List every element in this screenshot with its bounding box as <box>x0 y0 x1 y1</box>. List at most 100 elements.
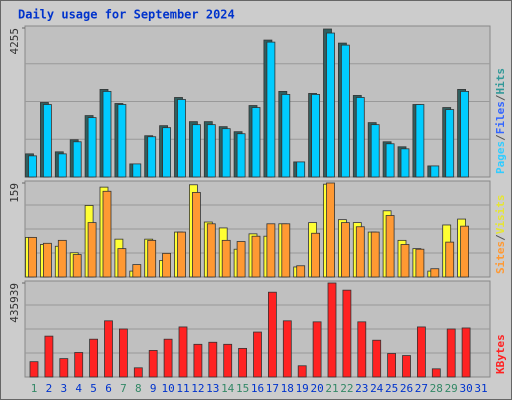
bar <box>311 232 321 278</box>
legend: KBytes <box>494 334 507 374</box>
legend-entry: / <box>494 94 507 101</box>
x-tick-label: 24 <box>370 382 384 395</box>
bar <box>104 320 113 378</box>
x-tick-label: 19 <box>296 382 309 395</box>
bar <box>117 248 127 278</box>
bar <box>342 289 352 378</box>
x-tick-label: 1 <box>31 382 38 395</box>
bar <box>415 248 425 278</box>
legend-entry: Pages <box>494 141 507 174</box>
bar <box>460 225 470 278</box>
legend-entry: Visits <box>494 195 507 235</box>
bar <box>355 226 365 278</box>
bar <box>87 117 97 178</box>
bar <box>102 91 112 178</box>
bar <box>355 97 365 178</box>
bar <box>57 153 67 178</box>
bar <box>236 241 246 278</box>
bar <box>326 32 335 178</box>
bar <box>251 107 261 178</box>
bar <box>370 124 380 178</box>
bar <box>445 109 455 178</box>
legend-entry: Files <box>494 101 507 134</box>
bar <box>221 239 231 278</box>
bar <box>147 239 157 278</box>
bar <box>266 223 276 278</box>
y-tick-label: 4255 <box>8 28 21 55</box>
x-tick-label: 29 <box>445 382 458 395</box>
bar <box>296 265 306 278</box>
x-tick-label: 7 <box>120 382 127 395</box>
bar <box>163 338 173 378</box>
x-tick-label: 20 <box>310 382 323 395</box>
bar <box>133 367 143 378</box>
bar <box>311 94 321 178</box>
bar <box>327 282 337 378</box>
bar <box>43 242 52 278</box>
bar <box>74 352 84 378</box>
bar <box>312 321 322 378</box>
legend-entry: / <box>494 134 507 141</box>
bar <box>385 143 395 178</box>
bar <box>370 231 380 278</box>
x-tick-label: 9 <box>150 382 157 395</box>
bar <box>117 104 127 178</box>
bar <box>59 358 69 378</box>
x-tick-label: 26 <box>400 382 413 395</box>
bar <box>281 94 291 178</box>
x-tick-label: 10 <box>161 382 174 395</box>
bar <box>236 133 246 178</box>
x-tick-label: 15 <box>236 382 249 395</box>
legend-entry: Hits <box>494 68 507 95</box>
bar <box>385 215 395 278</box>
bar <box>238 347 248 378</box>
bar <box>72 254 82 278</box>
bar <box>221 128 231 178</box>
bar <box>372 339 382 378</box>
bar <box>206 124 216 178</box>
bar <box>430 165 440 178</box>
y-tick-label: 435939 <box>8 283 21 323</box>
bar <box>267 291 277 378</box>
x-tick-label: 22 <box>340 382 353 395</box>
bar <box>177 99 186 178</box>
bar <box>357 321 367 378</box>
bar <box>132 264 142 278</box>
bar <box>44 335 54 378</box>
bar <box>43 104 52 178</box>
x-tick-label: 28 <box>430 382 443 395</box>
x-tick-label: 5 <box>90 382 97 395</box>
bar <box>296 161 306 178</box>
bar <box>431 368 441 378</box>
x-tick-label: 16 <box>251 382 264 395</box>
bar <box>119 328 128 378</box>
bar <box>178 326 188 378</box>
bar <box>416 326 426 378</box>
x-tick-label: 11 <box>176 382 189 395</box>
bar <box>191 124 201 178</box>
legend-entry: Sites <box>494 241 507 274</box>
bar <box>72 141 82 178</box>
x-tick-label: 2 <box>46 382 53 395</box>
bar <box>326 182 335 278</box>
bar <box>177 231 186 278</box>
bar <box>29 361 39 378</box>
bar <box>415 104 425 178</box>
x-tick-label: 17 <box>266 382 279 395</box>
x-tick-label: 21 <box>325 382 338 395</box>
bar <box>57 239 67 278</box>
y-tick-label: 159 <box>8 183 21 203</box>
bar <box>89 338 98 378</box>
x-tick-label: 14 <box>221 382 235 395</box>
bar <box>162 127 172 178</box>
bar <box>446 328 456 378</box>
bar <box>148 350 158 378</box>
x-tick-label: 12 <box>191 382 204 395</box>
bar <box>400 244 410 278</box>
bar <box>282 320 292 378</box>
bar <box>191 192 201 278</box>
legend: Sites/Visits <box>494 195 507 275</box>
bar <box>340 44 350 178</box>
x-tick-label: 6 <box>105 382 112 395</box>
